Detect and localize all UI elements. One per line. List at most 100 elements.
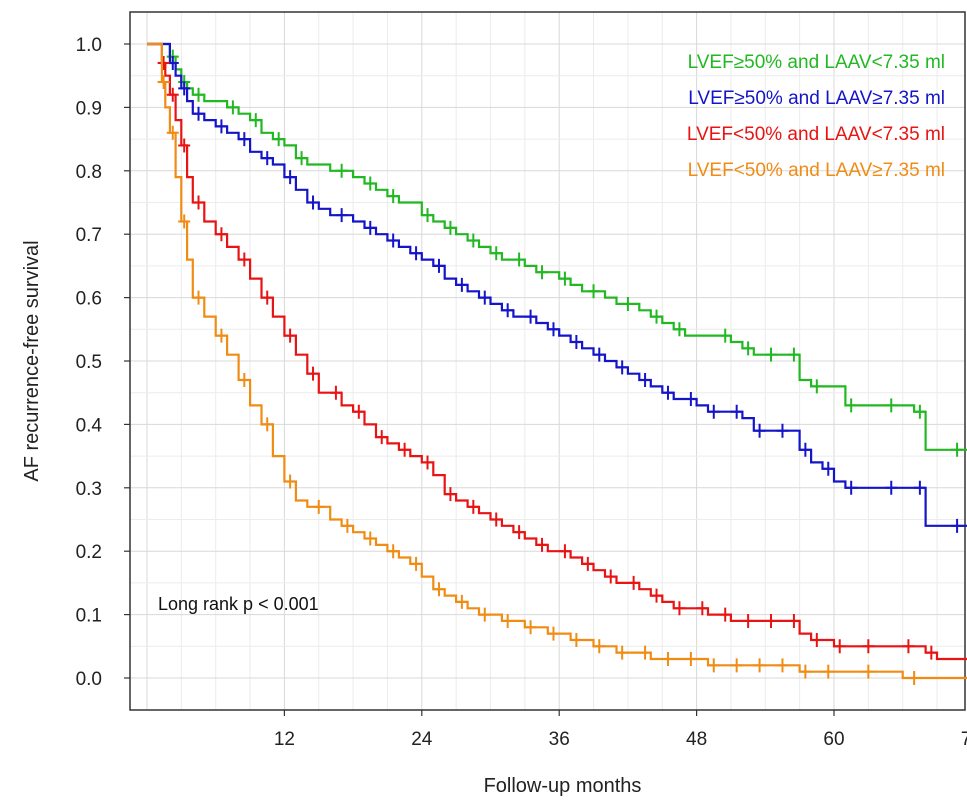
- x-tick-label: 36: [549, 729, 570, 750]
- censor-mark: [261, 151, 274, 166]
- censor-mark: [478, 290, 491, 305]
- censor-mark: [444, 220, 457, 235]
- censor-mark: [822, 461, 835, 476]
- y-tick-label: 0.3: [76, 479, 102, 500]
- y-tick-label: 0.7: [76, 225, 102, 246]
- censor-mark: [284, 170, 297, 185]
- series-3: [147, 42, 967, 661]
- censor-mark: [621, 296, 634, 311]
- censor-mark: [536, 537, 549, 552]
- censor-mark: [833, 639, 846, 654]
- censor-mark: [284, 474, 297, 489]
- censor-mark: [639, 373, 652, 388]
- censor-mark: [215, 119, 228, 134]
- y-tick-label: 0.0: [76, 669, 102, 690]
- censor-mark: [335, 208, 348, 223]
- censor-mark: [513, 525, 526, 540]
- x-tick-label: 60: [823, 729, 844, 750]
- censor-mark: [547, 626, 560, 641]
- y-tick-label: 0.2: [76, 542, 102, 563]
- censor-mark: [192, 195, 205, 210]
- axis-ticks: 12 24 36 48 60 72 0.0 0.1 0.2 0.3 0.4 0.5 0.6 0.7 0.8 0…: [76, 35, 967, 750]
- censor-mark: [312, 499, 325, 514]
- censor-mark: [845, 480, 858, 495]
- censor-mark: [862, 664, 875, 679]
- censor-mark: [387, 189, 400, 204]
- censor-mark: [215, 328, 228, 343]
- censor-mark: [742, 613, 755, 628]
- censor-mark: [593, 639, 606, 654]
- censor-mark: [650, 588, 663, 603]
- censor-mark: [587, 284, 600, 299]
- censor-mark: [375, 430, 388, 445]
- x-tick-label: 48: [686, 729, 707, 750]
- censor-mark: [398, 442, 411, 457]
- censor-mark: [192, 106, 205, 121]
- censor-mark: [765, 347, 778, 362]
- y-tick-label: 0.6: [76, 289, 102, 310]
- series-line: [147, 42, 967, 680]
- censor-mark: [570, 334, 583, 349]
- censor-mark: [925, 645, 938, 660]
- censor-mark: [885, 480, 898, 495]
- censor-mark: [951, 442, 964, 457]
- censor-mark: [432, 582, 445, 597]
- p-value-annotation: Long rank p < 0.001: [158, 594, 319, 614]
- censor-mark: [513, 252, 526, 267]
- censor-mark: [810, 379, 823, 394]
- censor-mark: [581, 556, 594, 571]
- censor-mark: [862, 639, 875, 654]
- censor-mark: [673, 322, 686, 337]
- censor-mark: [707, 404, 720, 419]
- censor-mark: [261, 417, 274, 432]
- legend-entry: LVEF<50% and LAAV≥7.35 ml: [688, 160, 945, 181]
- censor-mark: [341, 518, 354, 533]
- censor-mark: [157, 75, 170, 90]
- censor-mark: [157, 56, 170, 71]
- x-axis-label: Follow-up months: [484, 775, 642, 797]
- censor-mark: [166, 87, 179, 102]
- censor-mark: [272, 132, 285, 147]
- y-tick-label: 0.5: [76, 352, 102, 373]
- censor-mark: [421, 208, 434, 223]
- censor-mark: [707, 658, 720, 673]
- censor-mark: [215, 227, 228, 242]
- censor-mark: [913, 480, 926, 495]
- censor-mark: [455, 594, 468, 609]
- censor-mark: [307, 366, 320, 381]
- censor-mark: [673, 601, 686, 616]
- censor-mark: [604, 569, 617, 584]
- censor-mark: [730, 404, 743, 419]
- grid: [130, 12, 965, 710]
- censor-mark: [885, 398, 898, 413]
- censor-mark: [226, 100, 239, 115]
- censor-mark: [364, 176, 377, 191]
- censor-mark: [178, 214, 191, 229]
- censor-mark: [421, 455, 434, 470]
- censor-mark: [238, 373, 251, 388]
- y-tick-label: 0.1: [76, 606, 102, 627]
- y-tick-label: 0.8: [76, 162, 102, 183]
- censor-mark: [192, 87, 205, 102]
- censor-mark: [238, 252, 251, 267]
- censor-mark: [432, 258, 445, 273]
- censor-mark: [627, 575, 640, 590]
- y-axis-label: AF recurrence-free survival: [21, 240, 43, 481]
- series-layer: [147, 42, 967, 685]
- censor-mark: [558, 271, 571, 286]
- x-tick-label: 72: [961, 729, 967, 750]
- series-line: [147, 42, 967, 527]
- censor-mark: [335, 163, 348, 178]
- series-4: [147, 42, 967, 685]
- censor-mark: [616, 645, 629, 660]
- censor-mark: [238, 132, 251, 147]
- censor-mark: [684, 392, 697, 407]
- censor-mark: [524, 620, 537, 635]
- censor-mark: [501, 303, 514, 318]
- series-line: [147, 42, 967, 451]
- censor-mark: [719, 328, 732, 343]
- censor-mark: [284, 328, 297, 343]
- censor-mark: [547, 322, 560, 337]
- censor-mark: [661, 385, 674, 400]
